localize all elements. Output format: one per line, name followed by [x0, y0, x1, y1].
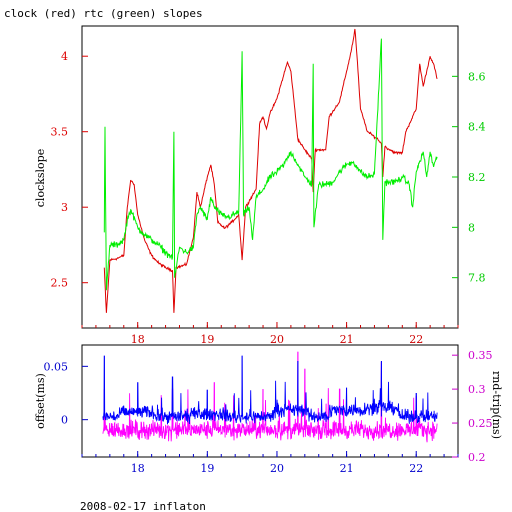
- bottom-y2-axis-label: rnd-trip(ms): [490, 371, 503, 439]
- top-y2-tick-label: 8.2: [468, 171, 486, 184]
- bottom-y-tick-label: 0.05: [44, 360, 69, 373]
- bottom-series-line-0: [102, 355, 438, 425]
- bottom-right-axis: 0.2 0.25 0.3 0.35: [452, 349, 493, 464]
- bottom-x-tick-label: 18: [131, 462, 145, 475]
- top-x-tick-label: 20: [270, 333, 284, 346]
- bottom-left-axis: 00.05: [44, 360, 88, 427]
- top-y-tick-label: 2.5: [51, 277, 69, 290]
- top-y-tick-label: 3: [61, 201, 68, 214]
- top-y-tick-label: 3.5: [51, 126, 69, 139]
- footer-label: 2008-02-17 inflaton: [80, 500, 206, 512]
- top-series: [103, 28, 438, 313]
- bottom-y-tick-label: 0: [61, 414, 68, 427]
- top-x-tick-label: 18: [131, 333, 145, 346]
- top-series-line-0: [103, 28, 438, 313]
- bottom-series: [102, 351, 438, 443]
- bottom-x-tick-label: 22: [409, 462, 423, 475]
- bottom-x-tick-label: 21: [340, 462, 354, 475]
- top-series-line-1: [103, 38, 438, 291]
- top-left-axis: 2.5 3 3.5 4: [51, 50, 88, 290]
- bottom-y2-tick-label: 0.2: [468, 451, 486, 464]
- bottom-y2-tick-label: 0.35: [468, 349, 493, 362]
- top-right-axis: 7.8 8 8.2 8.4 8.6: [452, 70, 486, 285]
- bottom-x-tick-label: 20: [270, 462, 284, 475]
- bottom-x-tick-label: 19: [200, 462, 214, 475]
- top-x-tick-label: 21: [340, 333, 354, 346]
- top-y2-tick-label: 7.8: [468, 272, 486, 285]
- top-y2-tick-label: 8.4: [468, 121, 486, 134]
- bottom-plot-frame: [81, 344, 459, 458]
- top-y2-tick-label: 8: [468, 221, 475, 234]
- top-y-tick-label: 4: [61, 50, 68, 63]
- bottom-y2-tick-label: 0.3: [468, 383, 486, 396]
- chart-title: clock (red) rtc (green) slopes: [4, 7, 203, 20]
- top-y-axis-label: clockslope: [34, 149, 47, 207]
- top-y2-tick-label: 8.6: [468, 70, 486, 83]
- offset-roundtrip-chart: 00.05 0.20.250.30.35 18 19 20 21 22 offset(m…: [34, 344, 503, 475]
- top-x-tick-label: 22: [409, 333, 423, 346]
- bottom-x-axis: 18 19 20 21 22: [81, 451, 459, 475]
- top-x-tick-label: 19: [200, 333, 214, 346]
- bottom-y2-tick-label: 0.25: [468, 417, 493, 430]
- clock-rtc-slope-chart: 2.5 3 3.5 4 7.8 8 8.2 8.4 8.6 18 19 20 21 22 clocks…: [34, 25, 486, 346]
- top-x-axis: 18 19 20 21 22: [81, 322, 459, 346]
- bottom-y-axis-label: offset(ms): [34, 373, 47, 429]
- bottom-series-line-1: [102, 351, 438, 443]
